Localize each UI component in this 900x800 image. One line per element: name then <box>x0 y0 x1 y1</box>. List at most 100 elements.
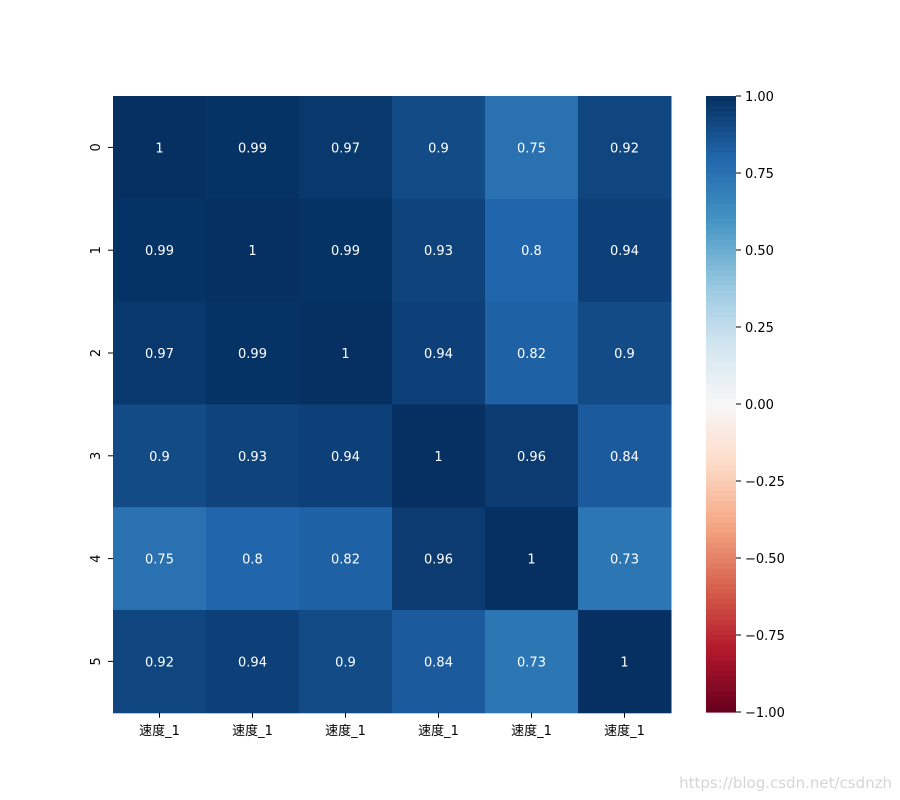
cell-value-label: 0.96 <box>517 450 546 465</box>
colorbar-segment <box>706 311 736 318</box>
colorbar-segment <box>706 686 736 693</box>
colorbar-segment <box>706 368 736 374</box>
colorbar-segment <box>706 619 736 626</box>
colorbar-segment <box>706 486 736 492</box>
colorbar-segment <box>706 157 736 164</box>
colorbar-segment <box>706 650 736 657</box>
colorbar-segment <box>706 681 736 687</box>
heatmap-cell <box>299 96 393 200</box>
colorbar-segment <box>706 475 736 482</box>
heatmap-cell <box>578 507 672 611</box>
cell-value-label: 0.73 <box>517 655 546 670</box>
cell-value-label: 0.99 <box>238 347 267 362</box>
heatmap-cell <box>578 96 672 200</box>
cell-value-label: 1 <box>620 655 628 670</box>
x-tick-label: 速度_1 <box>604 723 645 739</box>
colorbar-segment <box>706 306 736 313</box>
colorbar-segment <box>706 496 736 503</box>
cell-value-label: 1 <box>434 450 442 465</box>
colorbar-segment <box>706 398 736 405</box>
colorbar-segment <box>706 280 736 287</box>
colorbar-segment <box>706 275 736 282</box>
y-tick-label: 3 <box>89 452 104 460</box>
colorbar-segment <box>706 255 736 261</box>
colorbar-segment <box>706 111 736 118</box>
x-tick-label: 速度_1 <box>418 723 459 739</box>
heatmap-cell <box>578 404 672 508</box>
heatmap-cell <box>578 610 672 714</box>
colorbar-segment <box>706 429 736 436</box>
colorbar-segment <box>706 640 736 646</box>
colorbar-segment <box>706 624 736 631</box>
colorbar-segment <box>706 599 736 605</box>
colorbar-segment <box>706 219 736 225</box>
colorbar-segment <box>706 573 736 580</box>
cell-value-label: 0.99 <box>145 244 174 259</box>
colorbar-segment <box>706 373 736 379</box>
colorbar-segment <box>706 501 736 508</box>
colorbar-segment <box>706 635 736 641</box>
colorbar-segment <box>706 296 736 302</box>
colorbar-segment <box>706 131 736 138</box>
colorbar-segment <box>706 676 736 682</box>
colorbar-segment <box>706 337 736 343</box>
heatmap-cell <box>392 301 486 405</box>
colorbar-segment <box>706 198 736 205</box>
heatmap-cell <box>113 404 207 508</box>
cell-value-label: 1 <box>527 553 535 568</box>
cell-value-label: 0.82 <box>331 553 360 568</box>
colorbar-segment <box>706 670 736 677</box>
x-axis: 速度_1 速度_1 速度_1 速度_1 速度_1 速度_1 <box>139 712 645 739</box>
colorbar-segment <box>706 604 736 610</box>
colorbar-segment <box>706 629 736 636</box>
colorbar-segment <box>706 414 736 420</box>
colorbar-segment <box>706 321 736 328</box>
colorbar-segment <box>706 532 736 539</box>
heatmap-cells: 1 0.99 0.97 0.9 0.75 0.92 0.99 1 0.99 0.93 0.8 0.94… <box>113 96 672 714</box>
colorbar-segment <box>706 516 736 523</box>
colorbar-segment <box>706 270 736 277</box>
heatmap-cell <box>485 301 579 405</box>
cell-value-label: 0.8 <box>521 244 542 259</box>
y-tick-label: 4 <box>89 554 104 562</box>
colorbar-segment <box>706 404 736 410</box>
colorbar-segment <box>706 691 736 698</box>
colorbar-segment <box>706 542 736 549</box>
heatmap-cell <box>485 404 579 508</box>
colorbar-tick-label: 0.75 <box>745 167 774 182</box>
colorbar-segment <box>706 327 736 333</box>
colorbar-segment <box>706 547 736 554</box>
y-tick-label: 0 <box>89 143 104 151</box>
colorbar-segment <box>706 301 736 308</box>
colorbar-segment <box>706 152 736 159</box>
heatmap-cell <box>206 301 300 405</box>
cell-value-label: 0.9 <box>614 347 635 362</box>
colorbar-segment <box>706 208 736 215</box>
heatmap-cell <box>113 507 207 611</box>
colorbar-segment <box>706 563 736 569</box>
x-tick-label: 速度_1 <box>325 723 366 739</box>
colorbar-segment <box>706 178 736 184</box>
colorbar-segment <box>706 665 736 672</box>
colorbar-tick-label: 0.00 <box>745 398 774 413</box>
colorbar-segment <box>706 419 736 426</box>
colorbar-segment <box>706 142 736 148</box>
colorbar-tick-label: 0.25 <box>745 321 774 336</box>
heatmap-cell <box>392 507 486 611</box>
colorbar-segment <box>706 393 736 400</box>
colorbar-segment <box>706 696 736 703</box>
colorbar-segment <box>706 106 736 112</box>
cell-value-label: 0.93 <box>424 244 453 259</box>
colorbar: 1.00 0.75 0.50 0.25 0.00 −0.25 −0.50 −0.75 −1.00 <box>706 90 785 721</box>
cell-value-label: 0.99 <box>238 141 267 156</box>
cell-value-label: 0.84 <box>424 655 453 670</box>
cell-value-label: 0.75 <box>517 141 546 156</box>
cell-value-label: 0.9 <box>149 450 170 465</box>
colorbar-segment <box>706 239 736 246</box>
cell-value-label: 0.8 <box>242 553 263 568</box>
colorbar-segment <box>706 465 736 472</box>
colorbar-segment <box>706 439 736 446</box>
colorbar-segment <box>706 362 736 369</box>
x-tick-label: 速度_1 <box>139 723 180 739</box>
